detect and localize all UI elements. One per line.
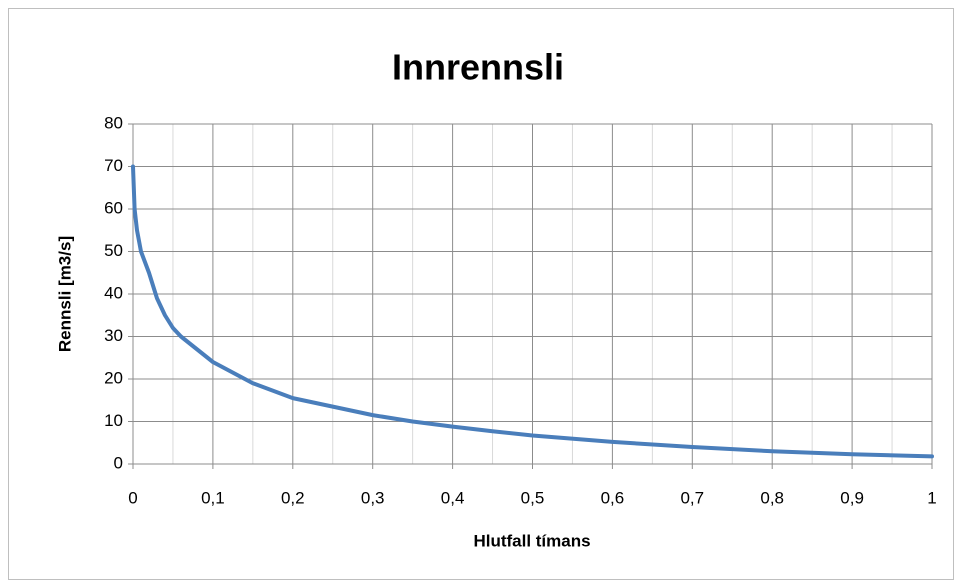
- x-tick-label: 0,9: [840, 488, 864, 507]
- x-tick-label: 1: [927, 488, 936, 507]
- data-line: [131, 164, 934, 459]
- x-tick-label: 0,6: [601, 488, 625, 507]
- y-tick-label: 20: [104, 368, 123, 387]
- x-tick-label: 0,5: [521, 488, 545, 507]
- y-tick-label: 40: [104, 283, 123, 302]
- y-tick-label: 30: [104, 326, 123, 345]
- y-tick-label: 60: [104, 198, 123, 217]
- x-tick-label: 0,8: [760, 488, 784, 507]
- x-tick-label: 0,1: [201, 488, 225, 507]
- x-tick-label: 0,4: [441, 488, 465, 507]
- y-tick-label: 50: [104, 241, 123, 260]
- y-axis-title: Rennsli [m3/s]: [55, 236, 74, 352]
- x-tick-label: 0,3: [361, 488, 385, 507]
- y-tick-label: 10: [104, 411, 123, 430]
- y-tick-label: 70: [104, 156, 123, 175]
- x-tick-label: 0,2: [281, 488, 305, 507]
- y-tick-label: 0: [114, 453, 123, 472]
- chart-title: Innrennsli: [392, 47, 564, 88]
- x-axis-title: Hlutfall tímans: [473, 531, 590, 550]
- y-tick-label: 80: [104, 113, 123, 132]
- x-tick-label: 0,7: [680, 488, 704, 507]
- x-tick-label: 0: [128, 488, 137, 507]
